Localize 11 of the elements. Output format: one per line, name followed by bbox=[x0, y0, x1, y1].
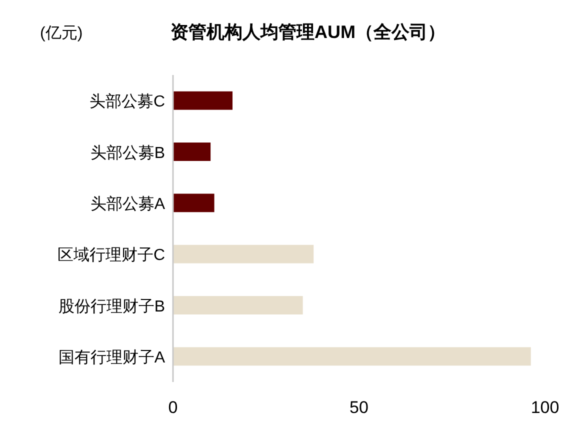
chart-title: 资管机构人均管理AUM（全公司） bbox=[170, 22, 446, 42]
y-tick-label: 头部公募A bbox=[90, 194, 166, 213]
y-tick-label: 头部公募C bbox=[89, 92, 165, 111]
x-axis-title: (亿元) bbox=[40, 25, 83, 42]
y-tick-label: 区域行理财子C bbox=[57, 246, 165, 264]
x-tick-label: 100 bbox=[530, 398, 560, 417]
x-tick-label: 0 bbox=[168, 398, 178, 417]
y-tick-label: 头部公募B bbox=[90, 144, 165, 162]
y-tick-label: 股份行理财子B bbox=[58, 297, 165, 316]
x-tick-label: 50 bbox=[350, 398, 368, 417]
y-tick-label: 国有行理财子A bbox=[58, 348, 166, 366]
